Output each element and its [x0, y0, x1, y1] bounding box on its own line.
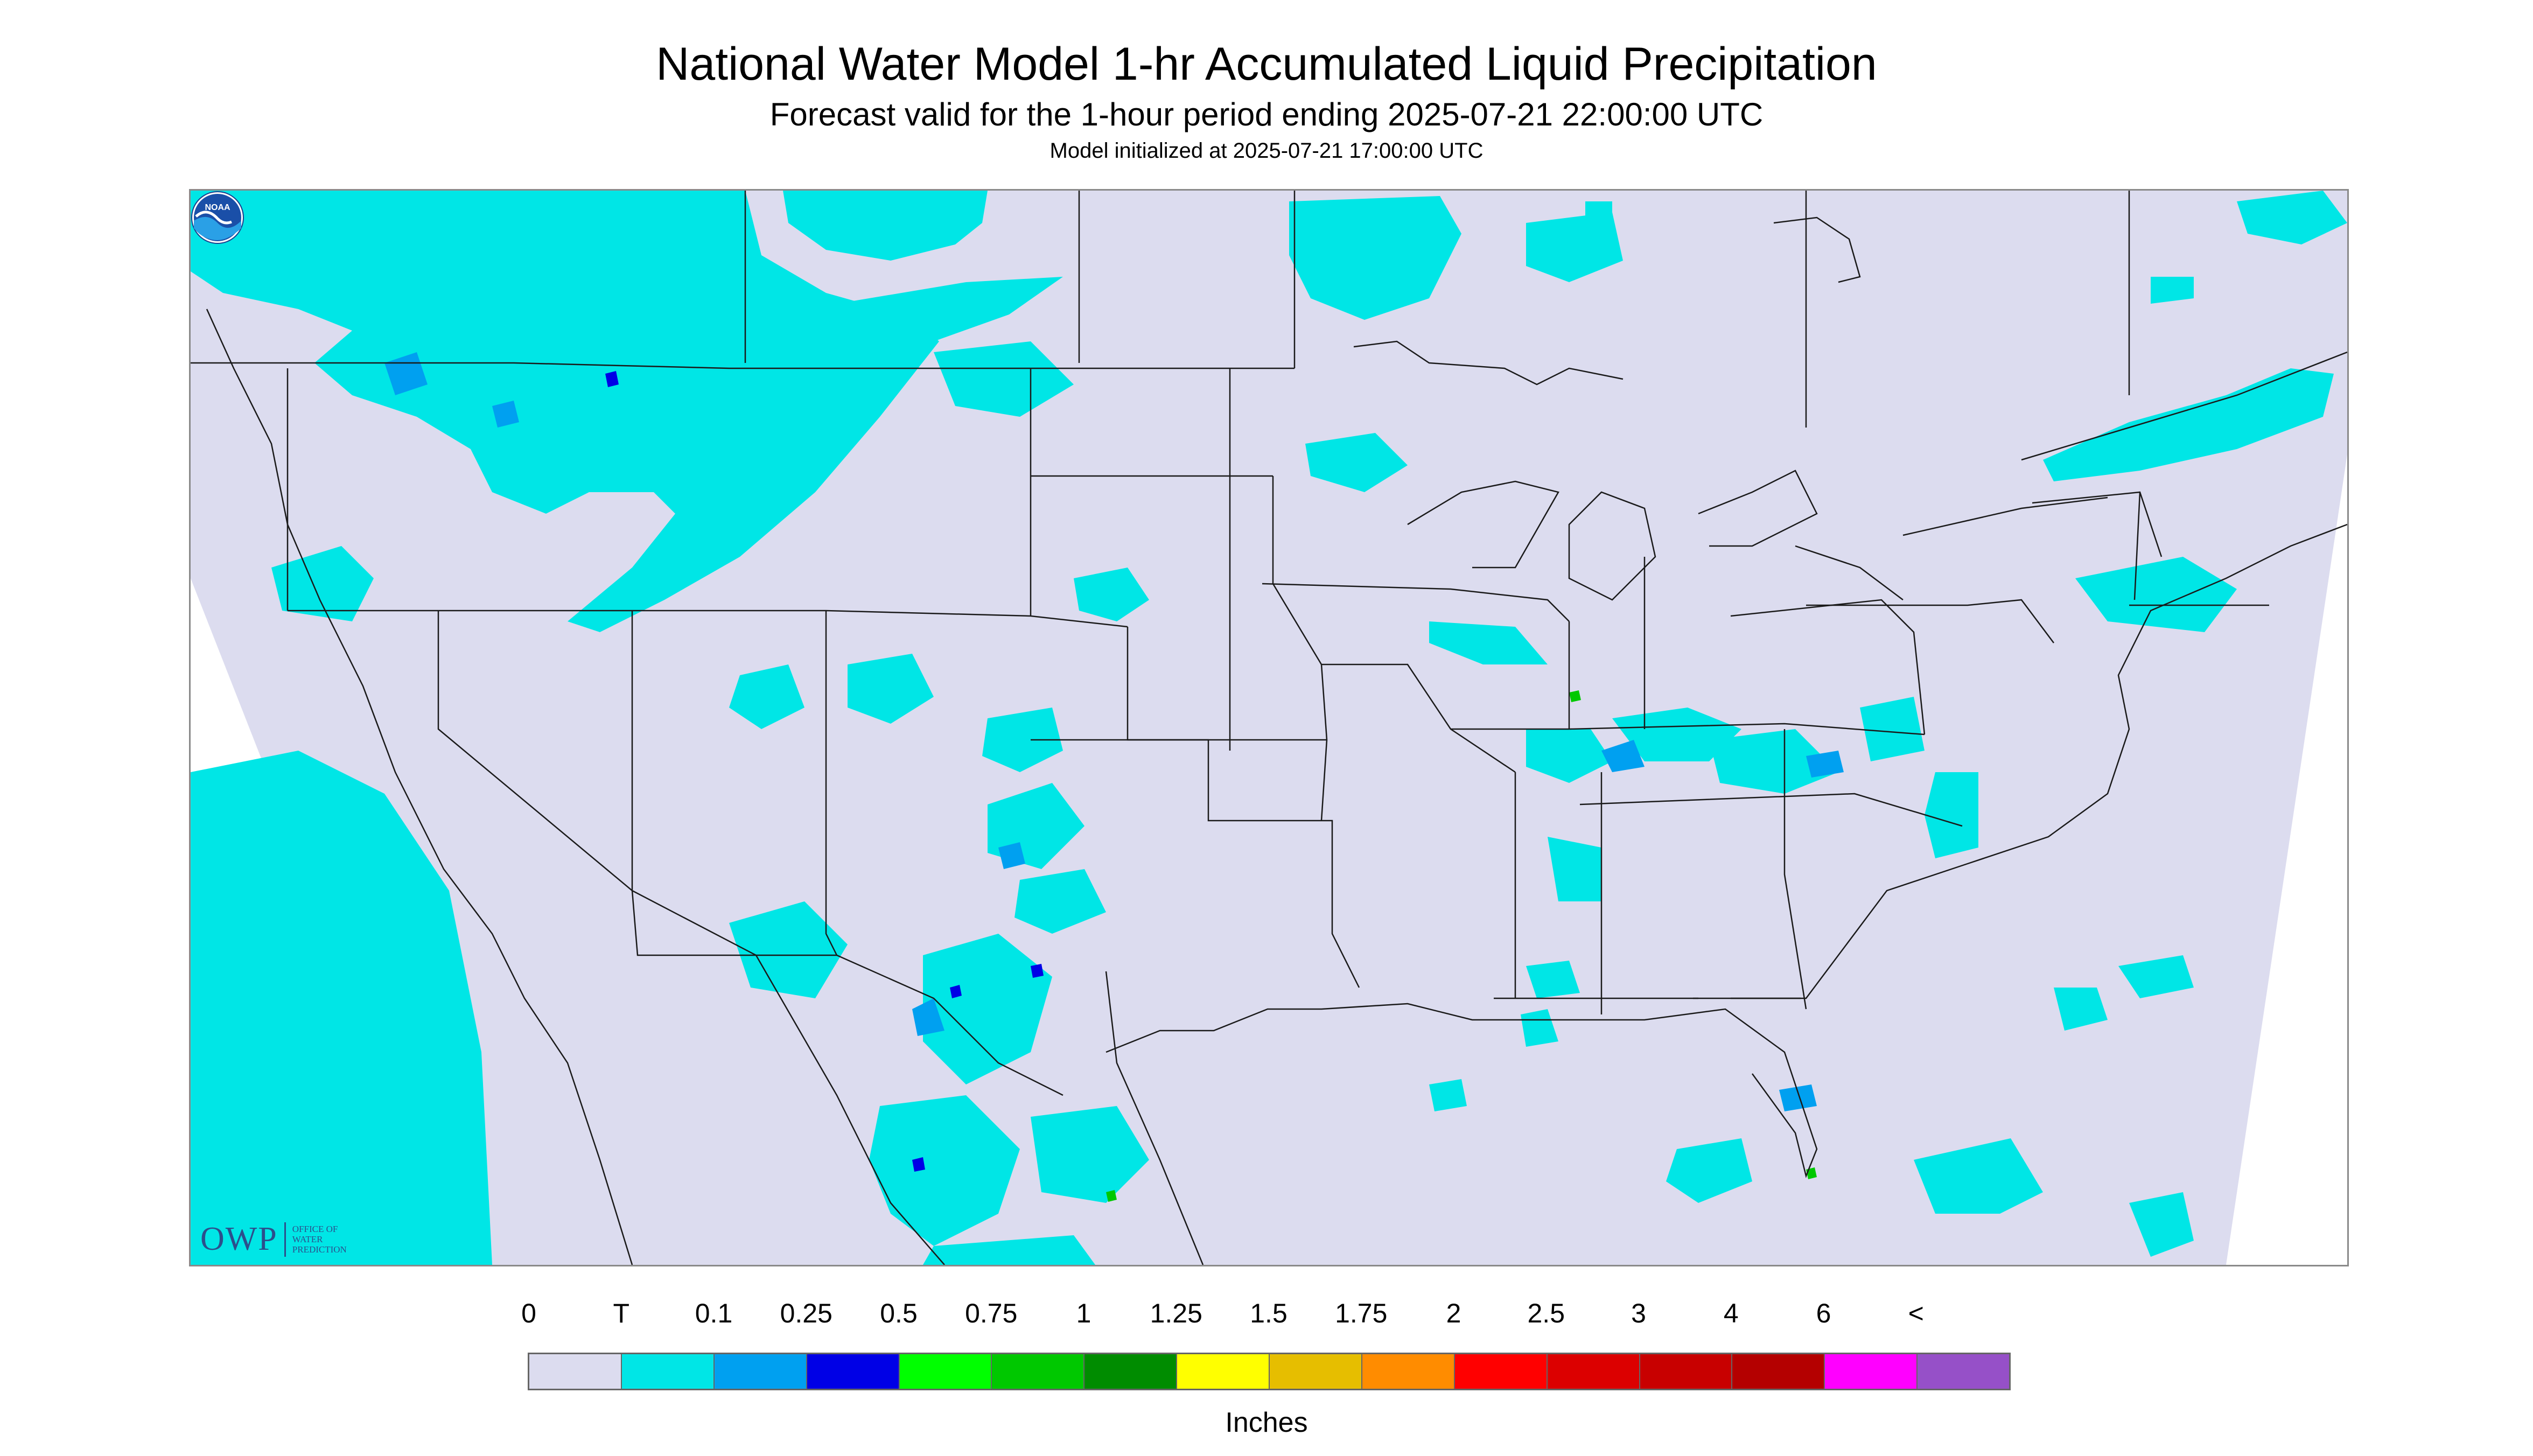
legend-label: 0.75: [965, 1298, 1018, 1328]
owp-logo-divider: [284, 1222, 286, 1257]
owp-logo-line-1: OFFICE OF: [292, 1224, 338, 1234]
legend-swatch: [1084, 1354, 1178, 1389]
owp-logo: OWP OFFICE OF WATER PREDICTION: [200, 1220, 347, 1258]
legend-swatch: [1918, 1354, 2009, 1389]
legend-label: 0.5: [880, 1298, 918, 1328]
precipitation-map: OWP OFFICE OF WATER PREDICTION NOAA: [189, 189, 2349, 1266]
owp-logo-line-2: WATER: [292, 1234, 323, 1244]
legend-label: 0.25: [780, 1298, 832, 1328]
map-subtitle: Forecast valid for the 1-hour period end…: [769, 96, 1764, 132]
legend-swatch: [1270, 1354, 1362, 1389]
legend-label: 2: [1446, 1298, 1461, 1328]
noaa-seal-icon: NOAA: [191, 191, 244, 244]
precip-light-areas: [384, 352, 1844, 1111]
legend-swatch: [807, 1354, 900, 1389]
legend-swatch: [1362, 1354, 1455, 1389]
legend-label: 0: [521, 1298, 536, 1328]
map-canvas: [191, 191, 2347, 1265]
legend-label: 0.1: [695, 1298, 733, 1328]
legend-labels: 0 T 0.1 0.25 0.5 0.75 1 1.25 1.5 1.75 2 2.5 3 4 6 <: [512, 1298, 2040, 1335]
legend-swatch: [1825, 1354, 1918, 1389]
legend-swatch: [1640, 1354, 1733, 1389]
legend-label: 6: [1816, 1298, 1831, 1328]
legend-swatch: [899, 1354, 992, 1389]
owp-logo-line-3: PREDICTION: [292, 1244, 347, 1255]
legend-label: <: [1908, 1298, 1924, 1328]
legend-swatch: [529, 1354, 622, 1389]
legend-label: 1.25: [1150, 1298, 1202, 1328]
precip-trace-areas: [191, 191, 2347, 1265]
legend-swatch: [714, 1354, 807, 1389]
owp-logo-text: OFFICE OF WATER PREDICTION: [292, 1224, 347, 1255]
legend-swatch: [1454, 1354, 1548, 1389]
legend-swatch: [1177, 1354, 1270, 1389]
precip-moderate-areas: [605, 371, 1044, 1172]
legend-label: 4: [1723, 1298, 1739, 1328]
legend-swatch: [1547, 1354, 1640, 1389]
legend-label: 3: [1631, 1298, 1646, 1328]
legend-swatch: [1732, 1354, 1825, 1389]
legend-label: T: [613, 1298, 630, 1328]
coastlines: [206, 216, 2347, 1265]
legend-label: 1.75: [1335, 1298, 1388, 1328]
legend-swatch: [992, 1354, 1085, 1389]
init-time-line: Model initialized at 2025-07-21 17:00:00…: [1049, 139, 1484, 163]
legend-color-bar: [528, 1353, 2011, 1390]
legend-label: 2.5: [1527, 1298, 1565, 1328]
legend-units: Inches: [1225, 1407, 1308, 1438]
legend-label: 1: [1076, 1298, 1091, 1328]
state-boundaries: [191, 191, 2269, 1265]
map-title: National Water Model 1-hr Accumulated Li…: [656, 38, 1877, 90]
legend-swatch: [621, 1354, 715, 1389]
legend-label: 1.5: [1250, 1298, 1288, 1328]
owp-logo-mark: OWP: [200, 1221, 278, 1257]
noaa-seal-text: NOAA: [205, 203, 230, 212]
